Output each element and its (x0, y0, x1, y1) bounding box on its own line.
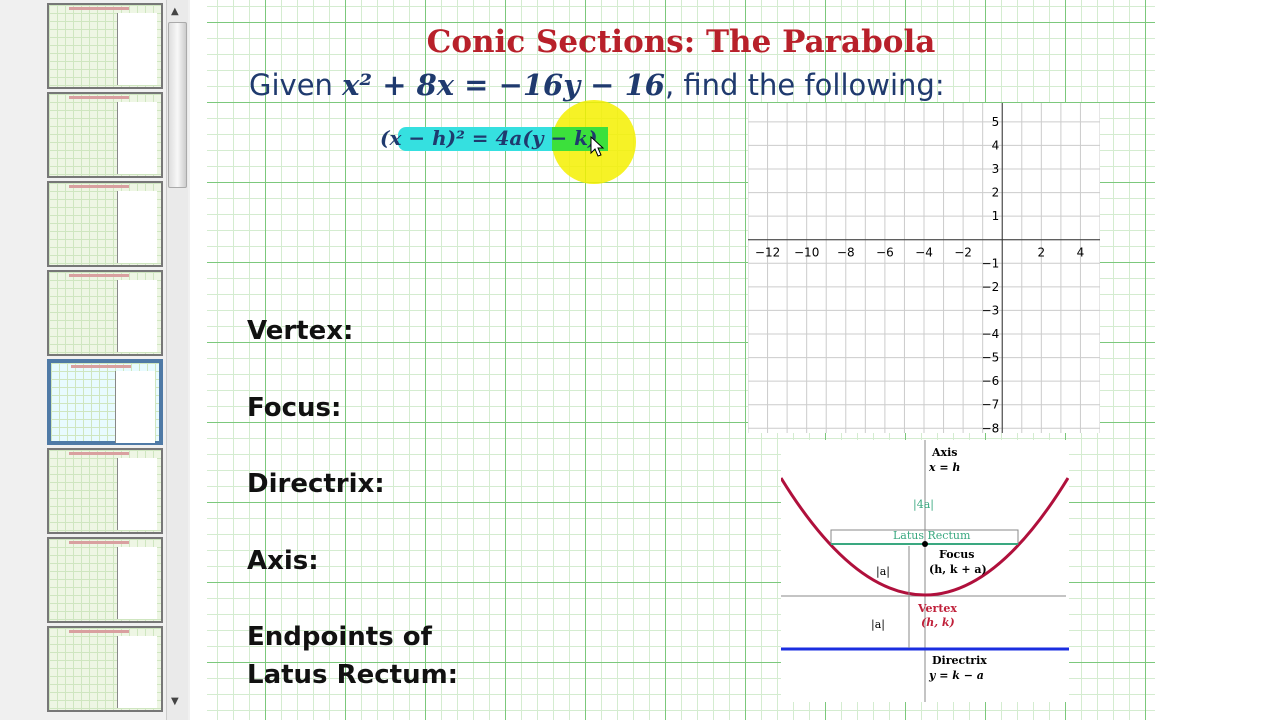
x-tick-label: 2 (1038, 246, 1046, 260)
problem-statement: Given x² + 8x = −16y − 16, find the foll… (249, 68, 945, 102)
slide-title: Conic Sections: The Parabola (426, 24, 936, 60)
scrollbar-thumb[interactable] (168, 22, 187, 188)
y-tick-label: −8 (982, 421, 1000, 433)
given-prefix: Given (249, 68, 343, 102)
latus-text: Latus Rectum (893, 529, 971, 542)
directrix-text: Directrix (932, 654, 987, 667)
parabola-curve (781, 477, 1069, 597)
x-tick-label: −12 (755, 246, 780, 260)
slide-thumbnail[interactable] (47, 448, 163, 534)
slide-thumbnail[interactable] (47, 626, 163, 712)
y-tick-label: −6 (982, 374, 1000, 388)
slide-thumbnail[interactable] (47, 92, 163, 178)
slide-thumbnail[interactable] (47, 3, 163, 89)
scroll-down-arrow-icon[interactable]: ▼ (171, 696, 179, 707)
x-tick-label: −2 (954, 246, 972, 260)
latus-rectum-label-2: Latus Rectum: (247, 660, 459, 690)
x-tick-label: −10 (794, 246, 819, 260)
x-tick-label: −4 (915, 246, 933, 260)
x-tick-label: −8 (837, 246, 855, 260)
thumbnail-scrollbar[interactable]: ▲ ▼ (166, 0, 188, 720)
x-tick-label: 4 (1077, 246, 1085, 260)
y-tick-label: 1 (992, 209, 1000, 223)
slide-thumbnail[interactable] (47, 537, 163, 623)
slide-thumbnail[interactable] (47, 181, 163, 267)
slide-thumbnail[interactable] (47, 270, 163, 356)
y-tick-label: −3 (982, 303, 1000, 317)
y-tick-label: −4 (982, 327, 1000, 341)
y-tick-label: −1 (982, 256, 1000, 270)
y-tick-label: 2 (992, 186, 1000, 200)
y-tick-label: 5 (992, 115, 1000, 129)
standard-form-formula: (x − h)² = 4a(y − k) (380, 126, 598, 150)
focus-label: Focus: (247, 393, 342, 423)
mouse-cursor-icon (590, 136, 605, 157)
directrix-eq-text: y = k − a (928, 669, 984, 682)
focus-point (922, 541, 928, 547)
width-text: |4a| (913, 498, 934, 512)
axis-label: Axis: (247, 546, 319, 576)
y-tick-label: −5 (982, 351, 1000, 365)
axis-eq-text: x = h (928, 461, 960, 474)
equation: x² + 8x = −16y − 16 (342, 68, 665, 102)
scroll-up-arrow-icon[interactable]: ▲ (171, 6, 179, 17)
focus-text: Focus (939, 548, 974, 561)
given-suffix: , find the following: (664, 68, 945, 102)
vertex-label: Vertex: (247, 316, 354, 346)
vertex-coord-text: (h, k) (921, 616, 955, 629)
focus-coord-text: (h, k + a) (929, 563, 987, 576)
y-tick-label: 4 (992, 138, 1000, 152)
latus-rectum-label-1: Endpoints of (247, 622, 432, 652)
y-tick-label: 3 (992, 162, 1000, 176)
a-text-lower: |a| (871, 618, 885, 632)
y-tick-label: −2 (982, 280, 1000, 294)
axis-text: Axis (931, 446, 957, 459)
directrix-label: Directrix: (247, 469, 385, 499)
x-tick-label: −6 (876, 246, 894, 260)
a-text-upper: |a| (876, 565, 890, 579)
vertex-text: Vertex (917, 602, 957, 615)
coordinate-graph: −12 −10 −8 −6 −4 −2 2 4 5 4 3 2 1 −1 −2 −3 −4 −5 −6 −7 −8 (748, 103, 1100, 433)
parabola-reference-diagram: Axis x = h |4a| Latus Rectum Focus (h, k… (781, 440, 1069, 702)
y-tick-label: −7 (982, 398, 1000, 412)
slide-thumbnail[interactable] (47, 359, 163, 445)
